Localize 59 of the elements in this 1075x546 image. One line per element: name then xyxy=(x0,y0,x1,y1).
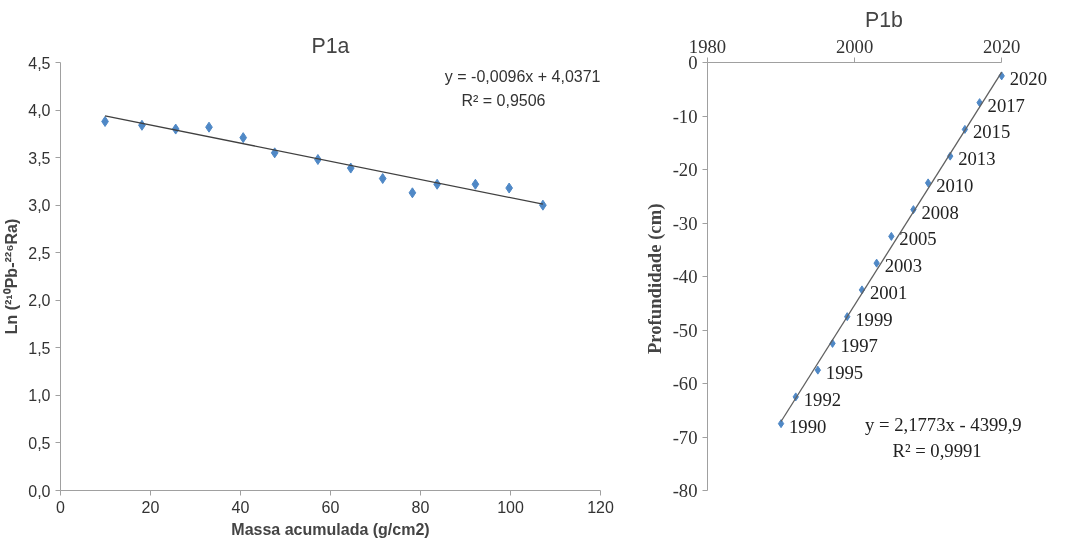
annotation: y = -0,0096x + 4,0371 xyxy=(444,68,601,85)
x-tick-label: 0 xyxy=(56,498,66,516)
y-tick-label: -30 xyxy=(672,212,698,234)
x-tick-label: 40 xyxy=(231,498,250,516)
y-tick-label: 1,5 xyxy=(28,339,51,357)
annotation: 1995 xyxy=(825,362,864,384)
y-tick-label: -80 xyxy=(672,480,698,501)
y-tick-label: 2,0 xyxy=(28,292,51,310)
y-tick-label: 4,5 xyxy=(28,54,51,72)
y-tick-label: -50 xyxy=(672,319,698,341)
y-axis-title: Ln (²¹⁰Pb-²²⁶Ra) xyxy=(3,218,21,335)
annotation: 2020 xyxy=(1009,67,1047,89)
point xyxy=(873,258,880,268)
annotation: y = 2,1773x - 4399,9 xyxy=(865,413,1022,435)
y-tick-label: 2,5 xyxy=(28,244,51,262)
annotation: 1999 xyxy=(855,308,893,330)
annotation: 1997 xyxy=(840,335,878,357)
x-tick-label: 2020 xyxy=(983,35,1021,57)
x-tick-label: 80 xyxy=(411,498,430,516)
y-tick-label: 3,0 xyxy=(28,197,51,215)
y-tick-label: -40 xyxy=(672,266,698,287)
annotation: 2001 xyxy=(869,281,908,303)
y-tick-label: -70 xyxy=(672,426,698,448)
y-tick-label: -60 xyxy=(672,373,698,394)
annotation: 2003 xyxy=(884,255,922,277)
point xyxy=(471,178,480,190)
x-tick-label: 20 xyxy=(141,498,160,516)
chart-title: P1a xyxy=(311,33,350,58)
annotation: 2017 xyxy=(987,94,1025,116)
annotation: 2010 xyxy=(936,174,974,196)
y-tick-label: 3,5 xyxy=(28,149,51,167)
y-tick-label: -20 xyxy=(672,159,698,180)
annotation: R² = 0,9991 xyxy=(892,439,982,461)
y-tick-label: 4,0 xyxy=(28,102,51,120)
point xyxy=(777,419,785,429)
y-tick-label: -10 xyxy=(672,105,698,127)
y-tick-label: 0,5 xyxy=(28,434,51,452)
x-tick-label: 2000 xyxy=(835,35,874,57)
chart-title: P1b xyxy=(865,7,903,32)
annotation: 2015 xyxy=(972,121,1011,143)
annotation: 2013 xyxy=(958,148,996,170)
annotation: 1992 xyxy=(803,388,842,410)
annotation: 2005 xyxy=(899,228,937,250)
point xyxy=(378,173,387,185)
point xyxy=(924,178,932,188)
point xyxy=(408,187,417,199)
y-tick-label: 1,0 xyxy=(28,387,51,405)
y-tick-label: 0,0 xyxy=(28,482,51,500)
annotation: 1990 xyxy=(789,415,827,437)
x-tick-label: 120 xyxy=(587,498,614,516)
x-tick-label: 60 xyxy=(321,498,340,516)
point xyxy=(814,365,821,375)
point xyxy=(888,231,895,241)
annotation: R² = 0,9506 xyxy=(461,92,546,109)
annotation: 2008 xyxy=(921,201,959,223)
y-axis-title: Profundidade (cm) xyxy=(643,203,666,355)
x-axis-title: Massa acumulada (g/cm2) xyxy=(231,520,430,538)
point xyxy=(239,132,248,144)
x-tick-label: 100 xyxy=(497,498,524,516)
